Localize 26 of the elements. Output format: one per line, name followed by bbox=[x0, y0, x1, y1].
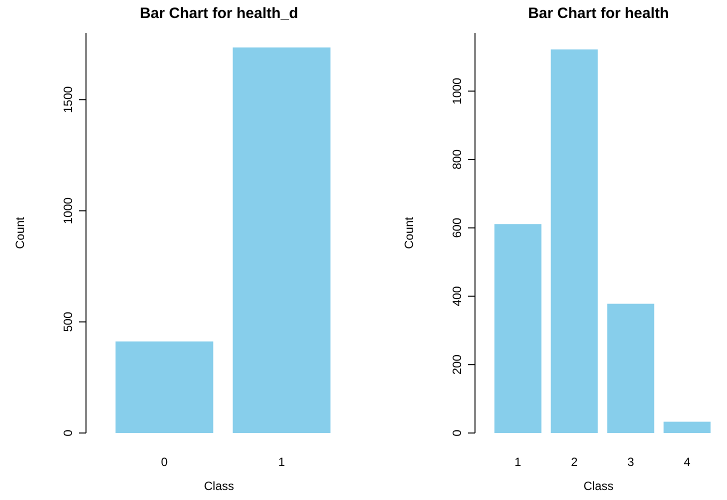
bar bbox=[664, 422, 711, 433]
x-tick-label: 3 bbox=[627, 455, 634, 469]
y-tick-label: 600 bbox=[450, 218, 464, 238]
y-tick-label: 0 bbox=[450, 429, 464, 436]
x-tick-label: 1 bbox=[514, 455, 522, 469]
y-tick-label: 800 bbox=[450, 149, 464, 170]
x-axis-title: Class bbox=[583, 479, 614, 493]
bar bbox=[550, 49, 598, 433]
y-tick-label: 1500 bbox=[61, 86, 75, 114]
y-axis-title: Count bbox=[402, 216, 416, 250]
x-tick-label: 1 bbox=[278, 455, 286, 469]
y-tick-label: 400 bbox=[450, 286, 464, 306]
y-tick-label: 200 bbox=[450, 354, 464, 375]
x-axis-title: Class bbox=[204, 479, 234, 493]
y-tick-label: 500 bbox=[61, 312, 75, 332]
bar bbox=[494, 224, 542, 433]
chart-title: Bar Chart for health bbox=[528, 5, 669, 22]
x-tick-label: 2 bbox=[570, 455, 578, 469]
x-tick-label: 4 bbox=[684, 455, 691, 469]
y-tick-label: 1000 bbox=[61, 197, 75, 224]
x-tick-label: 0 bbox=[161, 455, 168, 469]
y-tick-label: 1000 bbox=[450, 77, 464, 104]
y-tick-label: 0 bbox=[61, 429, 75, 436]
bar bbox=[607, 304, 654, 433]
chart-title: Bar Chart for health_d bbox=[140, 5, 298, 22]
y-axis-title: Count bbox=[13, 216, 27, 250]
